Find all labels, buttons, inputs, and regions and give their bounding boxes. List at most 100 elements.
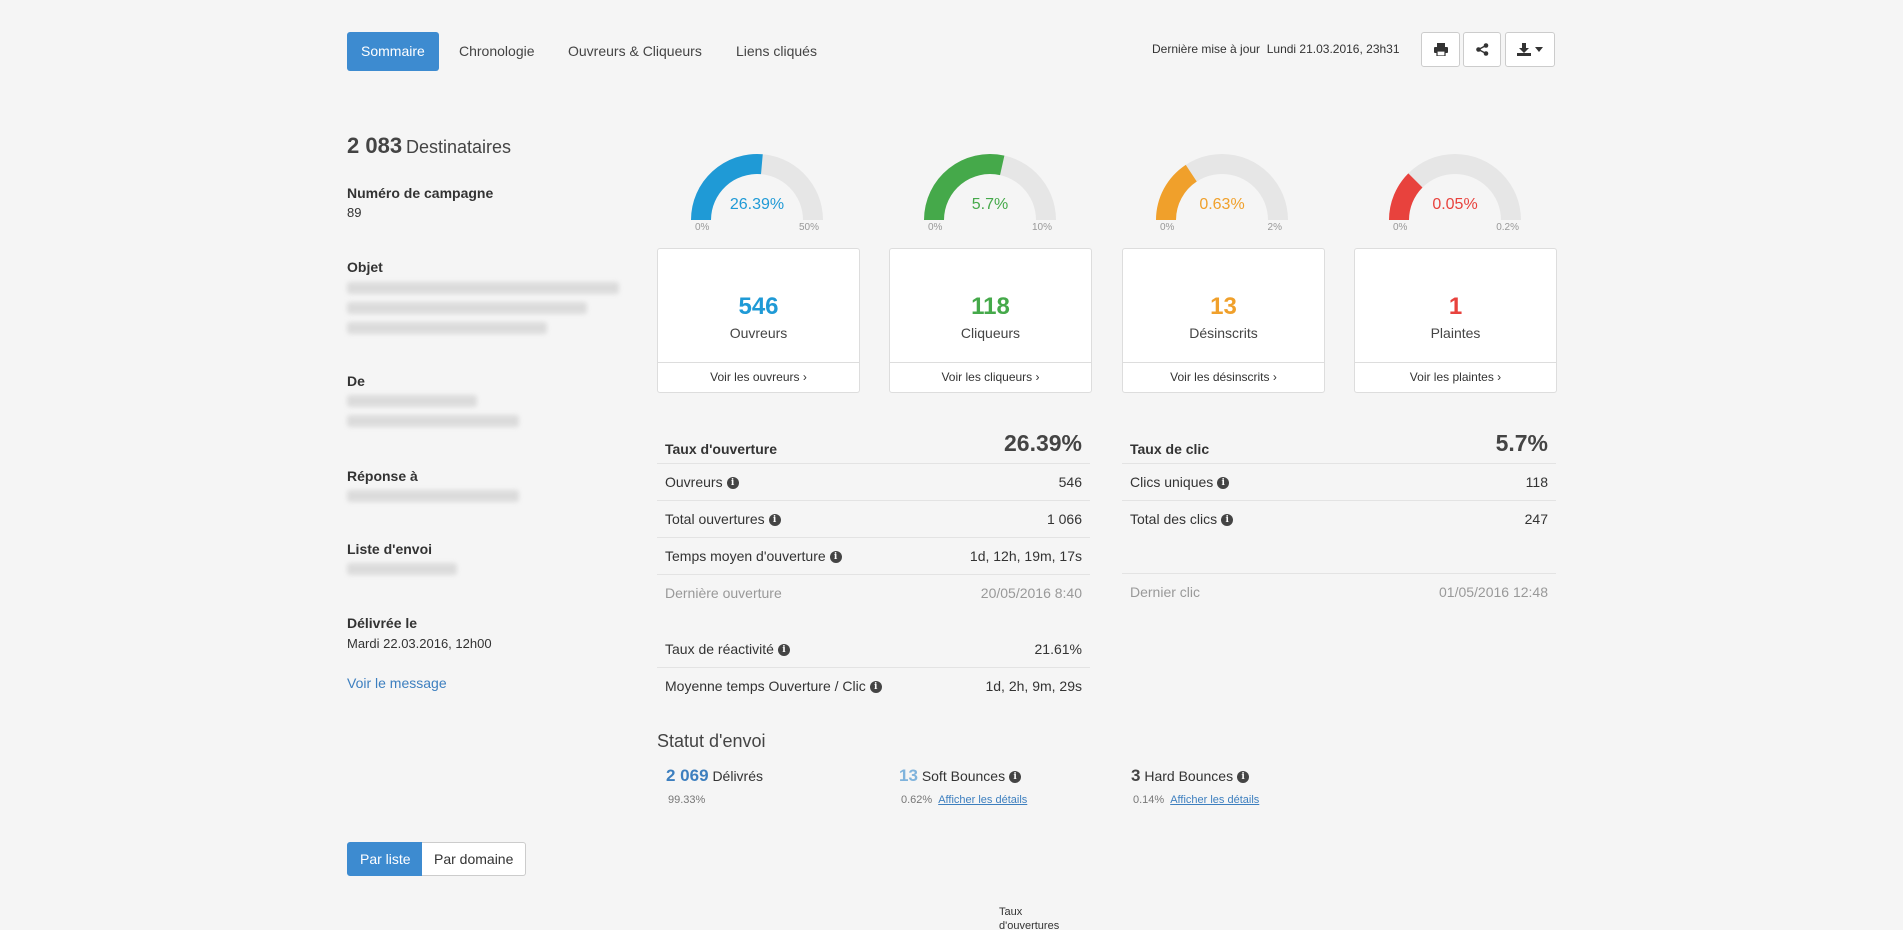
- view-clickers-link[interactable]: Voir les cliqueurs ›: [890, 362, 1091, 392]
- last-update-value: Lundi 21.03.2016, 23h31: [1266, 42, 1400, 56]
- info-icon[interactable]: i: [1237, 771, 1250, 784]
- soft-sub: 0.62% Afficher les détails: [901, 794, 1027, 806]
- openers-count: 546: [738, 293, 779, 320]
- info-icon[interactable]: i: [829, 551, 842, 564]
- gauge-value: 0.05%: [1432, 196, 1478, 213]
- view-complaints-link[interactable]: Voir les plaintes ›: [1355, 362, 1556, 392]
- list-label: Liste d'envoi: [347, 541, 433, 557]
- gauge-fill: [924, 154, 1005, 220]
- gauge-max: 2%: [1267, 222, 1282, 233]
- hard-sub: 0.14% Afficher les détails: [1133, 794, 1259, 806]
- card-complaints: 1 Plaintes Voir les plaintes ›: [1354, 248, 1557, 393]
- print-icon: [1433, 43, 1448, 56]
- row-value: 21.61%: [1034, 640, 1082, 657]
- row-label: Dernier clic: [1130, 584, 1201, 600]
- view-unsubscribed-link[interactable]: Voir les désinscrits ›: [1123, 362, 1324, 392]
- row-value: 247: [1524, 511, 1548, 527]
- delivered-value: Mardi 22.03.2016, 12h00: [347, 636, 492, 651]
- soft-details-link[interactable]: Afficher les détails: [938, 794, 1028, 806]
- row-label: Total des clics i: [1130, 511, 1234, 527]
- info-icon[interactable]: i: [1221, 514, 1234, 527]
- gauge-value: 0.63%: [1199, 196, 1245, 213]
- subject-redacted: [347, 302, 587, 314]
- info-icon[interactable]: i: [1009, 771, 1022, 784]
- gauge-unsub-rate: 0.63% 0% 2%: [1152, 150, 1292, 240]
- reply-label: Réponse à: [347, 468, 418, 484]
- delivered-label: Délivrés: [712, 768, 764, 784]
- delivered-pct: 99.33%: [668, 794, 706, 806]
- hard-label: Hard Bounces: [1144, 768, 1234, 784]
- send-status-title: Statut d'envoi: [657, 731, 766, 751]
- segment-par-domaine[interactable]: Par domaine: [422, 842, 527, 876]
- click-rate-title: Taux de clic: [1130, 441, 1210, 457]
- click-row-spacer: [1122, 537, 1556, 574]
- gauge-max: 0.2%: [1496, 222, 1519, 233]
- view-message-link[interactable]: Voir le message: [347, 675, 447, 691]
- complaints-label: Plaintes: [1430, 325, 1481, 341]
- unsubscribed-label: Désinscrits: [1189, 325, 1258, 341]
- gauge-fill: [1156, 164, 1197, 220]
- gauge-click-rate: 5.7% 0% 10%: [920, 150, 1060, 240]
- delivered-count: 2 069: [666, 766, 709, 785]
- row-value: 118: [1525, 474, 1548, 490]
- hard-details-link[interactable]: Afficher les détails: [1170, 794, 1260, 806]
- gauge-min: 0%: [928, 222, 943, 233]
- tab-sommaire[interactable]: Sommaire: [347, 32, 439, 71]
- row-label: Taux de réactivité i: [665, 641, 790, 657]
- share-icon: [1475, 43, 1488, 56]
- open-rate-header: Taux d'ouverture 26.39%: [657, 423, 1090, 463]
- clickers-label: Cliqueurs: [960, 325, 1021, 341]
- gauge-fill: [1389, 173, 1423, 220]
- gauge-value: 26.39%: [729, 196, 785, 213]
- row-label: Moyenne temps Ouverture / Clic i: [665, 678, 882, 694]
- row-value: 546: [1058, 474, 1082, 490]
- click-row-last-click: Dernier clic 01/05/2016 12:48: [1122, 573, 1556, 610]
- open-row-avg-time: Temps moyen d'ouverture i 1d, 12h, 19m, 1…: [657, 537, 1090, 574]
- gauge-track: [1389, 154, 1521, 220]
- info-icon[interactable]: i: [726, 477, 739, 490]
- gauge-min: 0%: [1393, 222, 1408, 233]
- row-label: Total ouvertures i: [665, 511, 781, 527]
- open-row-total-opens: Total ouvertures i 1 066: [657, 500, 1090, 537]
- chart-label-open-rate: Taux d'ouvertures: [999, 906, 1060, 930]
- reply-redacted: [347, 490, 519, 502]
- gauge-complaint-rate: 0.05% 0% 0.2%: [1385, 150, 1525, 240]
- clickers-count: 118: [971, 293, 1010, 320]
- click-rate-header: Taux de clic 5.7%: [1122, 423, 1556, 463]
- row-label: Dernière ouverture: [665, 585, 782, 601]
- download-icon: [1517, 43, 1531, 56]
- segment-par-liste[interactable]: Par liste: [347, 842, 424, 876]
- row-value: 1d, 12h, 19m, 17s: [969, 548, 1082, 564]
- list-redacted: [347, 563, 457, 575]
- gauge-arc: [691, 154, 823, 220]
- subject-label: Objet: [347, 259, 383, 275]
- tab-chronologie[interactable]: Chronologie: [459, 43, 535, 59]
- download-button[interactable]: [1505, 32, 1555, 67]
- complaints-count: 1: [1448, 293, 1463, 320]
- gauge-fill: [691, 154, 763, 220]
- tab-ouvreurs-cliqueurs[interactable]: Ouvreurs & Cliqueurs: [568, 43, 702, 59]
- from-redacted: [347, 395, 477, 407]
- gauge-value: 5.7%: [971, 196, 1009, 213]
- view-openers-link[interactable]: Voir les ouvreurs ›: [658, 362, 859, 392]
- card-unsubscribed: 13 Désinscrits Voir les désinscrits ›: [1122, 248, 1325, 393]
- row-value: 1d, 2h, 9m, 29s: [985, 678, 1082, 694]
- info-icon[interactable]: i: [777, 643, 790, 656]
- card-clickers: 118 Cliqueurs Voir les cliqueurs ›: [889, 248, 1092, 393]
- info-icon[interactable]: i: [1217, 477, 1230, 490]
- open-row-avg-open-click: Moyenne temps Ouverture / Clic i 1d, 2h, …: [657, 667, 1090, 704]
- open-row-openers: Ouvreurs i 546: [657, 463, 1090, 500]
- gauge-arc: [1156, 154, 1288, 220]
- row-value: 1 066: [1046, 511, 1082, 527]
- share-button[interactable]: [1463, 32, 1501, 67]
- print-button[interactable]: [1421, 32, 1460, 67]
- gauge-arc: [924, 154, 1056, 220]
- info-icon[interactable]: i: [768, 514, 781, 527]
- tab-liens-cliques[interactable]: Liens cliqués: [736, 43, 817, 59]
- last-update-label: Dernière mise à jour: [1152, 42, 1261, 56]
- campaign-value: 89: [347, 205, 362, 220]
- hard-count: 3: [1131, 766, 1141, 785]
- info-icon[interactable]: i: [869, 681, 882, 694]
- chevron-down-icon: [1535, 47, 1543, 52]
- from-redacted: [347, 415, 519, 427]
